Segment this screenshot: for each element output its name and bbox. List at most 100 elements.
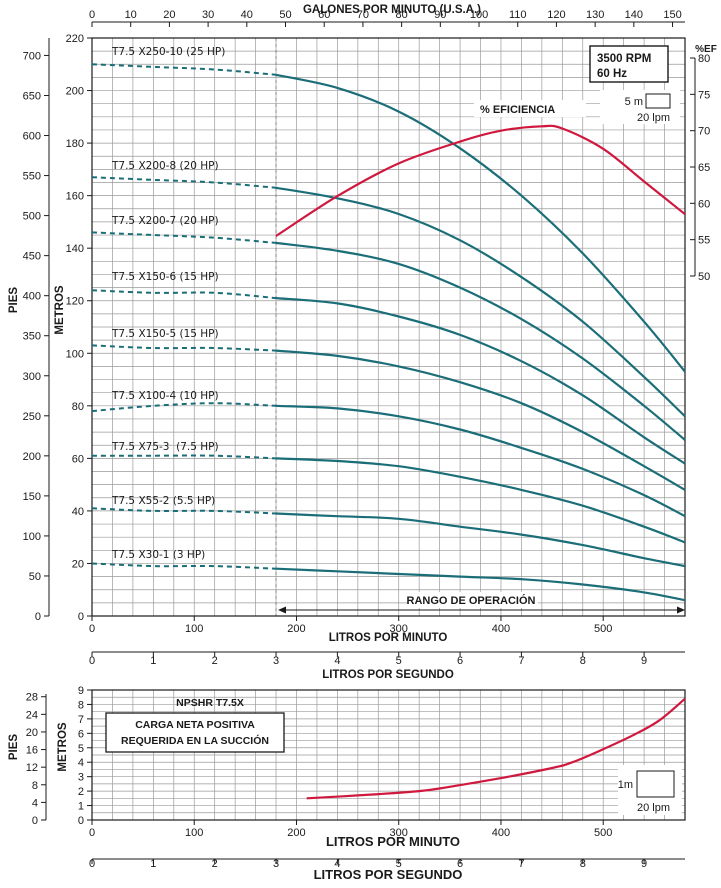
npsh-title: NPSHR T7.5X (176, 697, 244, 709)
main-plot-frame (91, 37, 686, 617)
meters-tick-label: 80 (72, 401, 84, 413)
meters-tick-label: 20 (72, 558, 84, 570)
feet-tick-label: 300 (23, 371, 41, 383)
lps-tick-label: 6 (457, 655, 463, 667)
gpm-tick-label: 20 (163, 9, 175, 21)
lps-tick-label: 5 (396, 655, 402, 667)
curve-label-x250-10: T7.5 X250-10 (25 HP) (111, 46, 225, 58)
meters-tick-label: 0 (78, 611, 84, 623)
npsh-feet-tick-label: 28 (26, 692, 38, 704)
npsh-lps-tick-label: 2 (212, 858, 218, 870)
operating-range-background (408, 592, 538, 608)
efficiency-tick-label: 55 (698, 235, 710, 247)
npsh-meters-tick-label: 0 (78, 815, 84, 827)
pump-curve (275, 349, 686, 491)
npsh-meters-tick-label: 5 (78, 743, 84, 755)
gpm-tick-label: 30 (202, 9, 214, 21)
npsh-feet-tick-label: 12 (26, 762, 38, 774)
npsh-lpm-tick-label: 500 (594, 827, 612, 839)
npsh-scale-horizontal: 20 lpm (637, 802, 670, 814)
npsh-meters-tick-label: 8 (78, 699, 84, 711)
npsh-left-outer-title: PIES (8, 734, 20, 761)
npsh-lps-tick-label: 3 (273, 858, 279, 870)
pump-curve-dashed (91, 344, 277, 352)
operating-range-label: RANGO DE OPERACIÓN (407, 594, 536, 607)
npsh-feet-tick-label: 24 (26, 709, 38, 721)
lps-axis-title: LITROS POR SEGUNDO (322, 669, 454, 681)
meters-tick-label: 40 (72, 506, 84, 518)
lps-tick-label: 1 (150, 655, 156, 667)
pump-curve-dashed (91, 289, 277, 300)
npsh-chart-grid (45, 689, 686, 860)
lpm-tick-label: 300 (390, 623, 408, 635)
feet-tick-label: 200 (23, 451, 41, 463)
feet-tick-label: 50 (29, 571, 41, 583)
npsh-lps-tick-label: 0 (89, 858, 95, 870)
lps-tick-label: 4 (334, 655, 340, 667)
pump-curve-dashed (91, 231, 277, 244)
curve-label-x200-7: T7.5 X200-7 (20 HP) (111, 215, 219, 227)
curve-label-x150-6: T7.5 X150-6 (15 HP) (111, 271, 219, 283)
curve-label-x30-1: T7.5 X30-1 (3 HP) (111, 549, 205, 561)
pump-curve (275, 512, 686, 568)
rpm-box (589, 45, 669, 83)
bottom-axis-title: LITROS POR MINUTO (329, 632, 448, 644)
npsh-description-line1: CARGA NETA POSITIVA (135, 719, 255, 731)
npsh-meters-tick-label: 2 (78, 786, 84, 798)
lpm-tick-label: 400 (492, 623, 510, 635)
npsh-lps-tick-label: 8 (580, 858, 586, 870)
npsh-meters-tick-label: 7 (78, 714, 84, 726)
feet-tick-label: 650 (23, 90, 41, 102)
npsh-meters-tick-label: 4 (78, 757, 84, 769)
left-inner-axis-title: METROS (54, 285, 66, 335)
lps-tick-label: 9 (641, 655, 647, 667)
npsh-lps-tick-label: 1 (150, 858, 156, 870)
lps-tick-label: 0 (89, 655, 95, 667)
pump-curve (275, 404, 686, 518)
efficiency-tick-label: 70 (698, 126, 710, 138)
pump-curve-dashed (91, 402, 277, 413)
npshr-curve (306, 697, 686, 800)
pump-curve-dashed (91, 507, 277, 515)
lpm-tick-label: 100 (185, 623, 203, 635)
pump-curve (275, 73, 686, 373)
efficiency-curve (275, 124, 686, 237)
chart-marks (91, 63, 686, 800)
npsh-lps-tick-label: 7 (518, 858, 524, 870)
curve-label-x75-3: T7.5 X75-3 (7.5 HP) (111, 441, 219, 453)
npsh-lpm-tick-label: 400 (492, 827, 510, 839)
npsh-left-inner-title: METROS (57, 722, 69, 772)
meters-tick-label: 100 (66, 348, 84, 360)
npsh-scale-box-square (636, 770, 675, 798)
npsh-feet-tick-label: 8 (32, 780, 38, 792)
gpm-tick-label: 70 (357, 9, 369, 21)
pump-curve-dashed (91, 63, 277, 76)
npsh-feet-tick-label: 4 (32, 797, 38, 809)
efficiency-tick-label: 75 (698, 89, 710, 101)
scale-box-horizontal: 20 lpm (637, 112, 670, 124)
curve-label-x200-8: T7.5 X200-8 (20 HP) (111, 160, 219, 172)
efficiency-tick-label: 65 (698, 162, 710, 174)
scale-box-vertical: 5 m (625, 96, 643, 108)
meters-tick-label: 60 (72, 453, 84, 465)
efficiency-tick-label: 50 (698, 271, 710, 283)
npsh-lps-axis-title: LITROS POR SEGUNDO (314, 867, 463, 882)
gpm-tick-label: 60 (318, 9, 330, 21)
pump-curve-dashed (91, 176, 277, 189)
efficiency-tick-label: 60 (698, 198, 710, 210)
meters-tick-label: 140 (66, 243, 84, 255)
npsh-lps-tick-label: 5 (396, 858, 402, 870)
feet-tick-label: 450 (23, 251, 41, 263)
curve-label-x150-5: T7.5 X150-5 (15 HP) (111, 328, 219, 340)
npsh-lps-tick-label: 4 (334, 858, 340, 870)
npsh-lpm-tick-label: 300 (390, 827, 408, 839)
right-axis-title: %EF (695, 44, 717, 55)
gpm-tick-label: 50 (279, 9, 291, 21)
gpm-tick-label: 90 (434, 9, 446, 21)
npsh-feet-tick-label: 20 (26, 727, 38, 739)
frequency-text: 60 Hz (597, 68, 627, 80)
npsh-feet-tick-label: 0 (32, 815, 38, 827)
gpm-tick-label: 40 (241, 9, 253, 21)
